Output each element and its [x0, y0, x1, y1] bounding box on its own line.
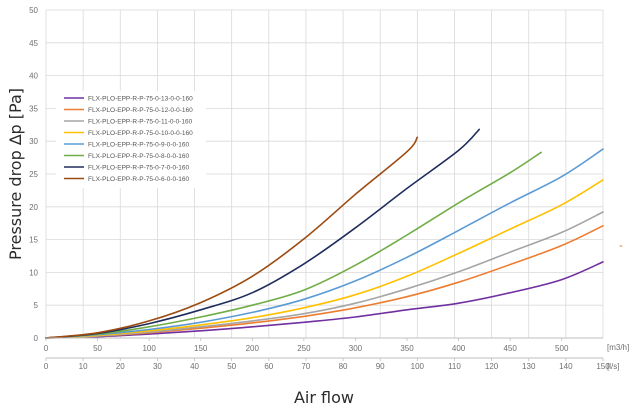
x-tick-label-secondary: 140: [559, 362, 573, 371]
y-tick-label: 45: [29, 39, 38, 48]
series-line-2: [45, 211, 604, 339]
y-tick-label: 15: [29, 236, 38, 245]
y-tick-label: 10: [29, 268, 38, 277]
x-tick-label-secondary: 30: [153, 362, 162, 371]
legend-label: FLX-PLO-EPP-R-P-75-0-10-0-0-160: [88, 130, 193, 137]
series-line-5: [45, 151, 542, 339]
x-tick-label-secondary: 120: [485, 362, 499, 371]
x-tick-label-secondary: 90: [376, 362, 385, 371]
series-line-6: [45, 128, 480, 339]
x-tick-label-secondary: 0: [44, 362, 49, 371]
legend-label: FLX-PLO-EPP-R-P-75-0-6-0-0-160: [88, 176, 190, 183]
x-tick-label-secondary: 110: [448, 362, 461, 371]
series-line-4: [45, 148, 604, 339]
x-tick-label-primary: 400: [452, 344, 466, 353]
x-unit-primary: [m3/h]: [607, 343, 629, 352]
legend-label: FLX-PLO-EPP-R-P-75-0-7-0-0-160: [88, 164, 190, 171]
legend-label: FLX-PLO-EPP-R-P-75-0-8-0-0-160: [88, 153, 190, 160]
series-line-3: [45, 179, 604, 339]
legend-label: FLX-PLO-EPP-R-P-75-0-13-0-0-160: [88, 95, 193, 102]
x-tick-label-secondary: 50: [227, 362, 236, 371]
x-tick-label-primary: 100: [142, 344, 156, 353]
x-tick-label-primary: 300: [349, 344, 363, 353]
y-tick-label: 25: [29, 170, 38, 179]
x-tick-label-secondary: 60: [264, 362, 273, 371]
legend-label: FLX-PLO-EPP-R-P-75-0-11-0-0-160: [88, 118, 193, 125]
x-tick-label-secondary: 70: [301, 362, 310, 371]
y-tick-label: 5: [34, 301, 39, 310]
y-tick-label: 20: [29, 203, 38, 212]
x-tick-label-primary: 150: [194, 344, 208, 353]
legend-box: [56, 91, 206, 188]
x-tick-label-secondary: 150: [596, 362, 610, 371]
series-line-7: [45, 136, 419, 339]
stray-marker: -: [619, 240, 623, 252]
legend-label: FLX-PLO-EPP-R-P-75-0-9-0-0-160: [88, 141, 190, 148]
x-tick-label-primary: 350: [400, 344, 414, 353]
legend: FLX-PLO-EPP-R-P-75-0-13-0-0-160 FLX-PLO-E…: [56, 91, 206, 188]
x-tick-label-secondary: 130: [522, 362, 536, 371]
x-tick-label-primary: 500: [555, 344, 569, 353]
x-tick-label-secondary: 100: [411, 362, 425, 371]
y-tick-label: 50: [29, 6, 38, 15]
series-layer: [45, 128, 604, 339]
x-tick-label-secondary: 20: [116, 362, 125, 371]
y-tick-label: 35: [29, 104, 38, 113]
x-tick-label-primary: 50: [93, 344, 102, 353]
x-tick-label-secondary: 40: [190, 362, 199, 371]
legend-label: FLX-PLO-EPP-R-P-75-0-12-0-0-160: [88, 107, 193, 114]
x-tick-label-primary: 200: [246, 344, 260, 353]
y-tick-label: 30: [29, 137, 38, 146]
x-unit-secondary: [l/s]: [607, 362, 619, 371]
y-axis-title: Pressure drop ∆p [Pa]: [6, 88, 25, 260]
x-tick-label-primary: 450: [503, 344, 517, 353]
series-line-0: [45, 261, 604, 339]
x-tick-label-primary: 250: [297, 344, 311, 353]
x-tick-label-secondary: 10: [79, 362, 88, 371]
x-tick-label-primary: 0: [44, 344, 49, 353]
x-axis-title: Air flow: [294, 388, 354, 407]
y-tick-label: 0: [34, 334, 39, 343]
y-tick-label: 40: [29, 72, 38, 81]
x-tick-label-secondary: 80: [339, 362, 348, 371]
